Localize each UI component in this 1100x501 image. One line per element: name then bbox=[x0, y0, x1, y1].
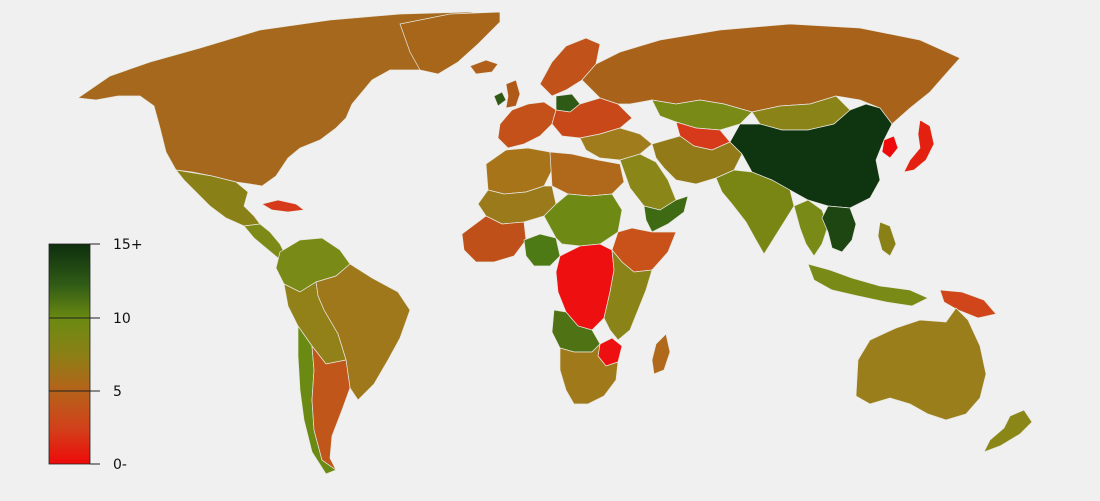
region-chad-sudan bbox=[543, 193, 623, 247]
region-argentina bbox=[311, 344, 351, 471]
region-philippines bbox=[877, 221, 897, 257]
region-greenland bbox=[399, 11, 501, 75]
region-scandinavia bbox=[539, 37, 601, 97]
region-eastern-europe bbox=[551, 97, 633, 139]
region-ireland bbox=[493, 91, 507, 107]
region-china bbox=[729, 103, 893, 209]
region-japan bbox=[903, 119, 935, 173]
region-southeast-asia bbox=[821, 205, 857, 253]
region-madagascar bbox=[651, 333, 671, 375]
legend-tick-label-top: 15+ bbox=[113, 237, 143, 253]
region-iceland bbox=[469, 59, 499, 75]
region-australia bbox=[855, 307, 987, 421]
legend-tick-label-10: 10 bbox=[113, 311, 131, 327]
region-north-korea bbox=[881, 135, 899, 159]
legend: 15+ 10 5 0- bbox=[48, 237, 143, 473]
legend-tick-label-bottom: 0- bbox=[113, 457, 127, 473]
region-libya-egypt bbox=[549, 151, 625, 197]
region-east-africa bbox=[603, 248, 653, 341]
region-peru-bolivia bbox=[283, 281, 347, 365]
region-nigeria bbox=[523, 233, 561, 267]
region-north-america bbox=[77, 11, 502, 187]
region-new-zealand bbox=[983, 409, 1033, 453]
region-cuba bbox=[261, 199, 305, 213]
region-yemen-oman bbox=[643, 195, 689, 233]
region-middle-east bbox=[579, 127, 653, 161]
region-uk bbox=[505, 79, 521, 109]
countries-layer bbox=[77, 11, 1033, 475]
region-indonesia bbox=[807, 263, 929, 307]
region-southern-africa bbox=[559, 342, 619, 405]
legend-color-bar bbox=[48, 243, 91, 465]
legend-tick-label-5: 5 bbox=[113, 384, 122, 400]
region-myanmar-thailand bbox=[793, 199, 829, 257]
region-russia bbox=[581, 23, 961, 125]
region-papua bbox=[939, 289, 997, 319]
